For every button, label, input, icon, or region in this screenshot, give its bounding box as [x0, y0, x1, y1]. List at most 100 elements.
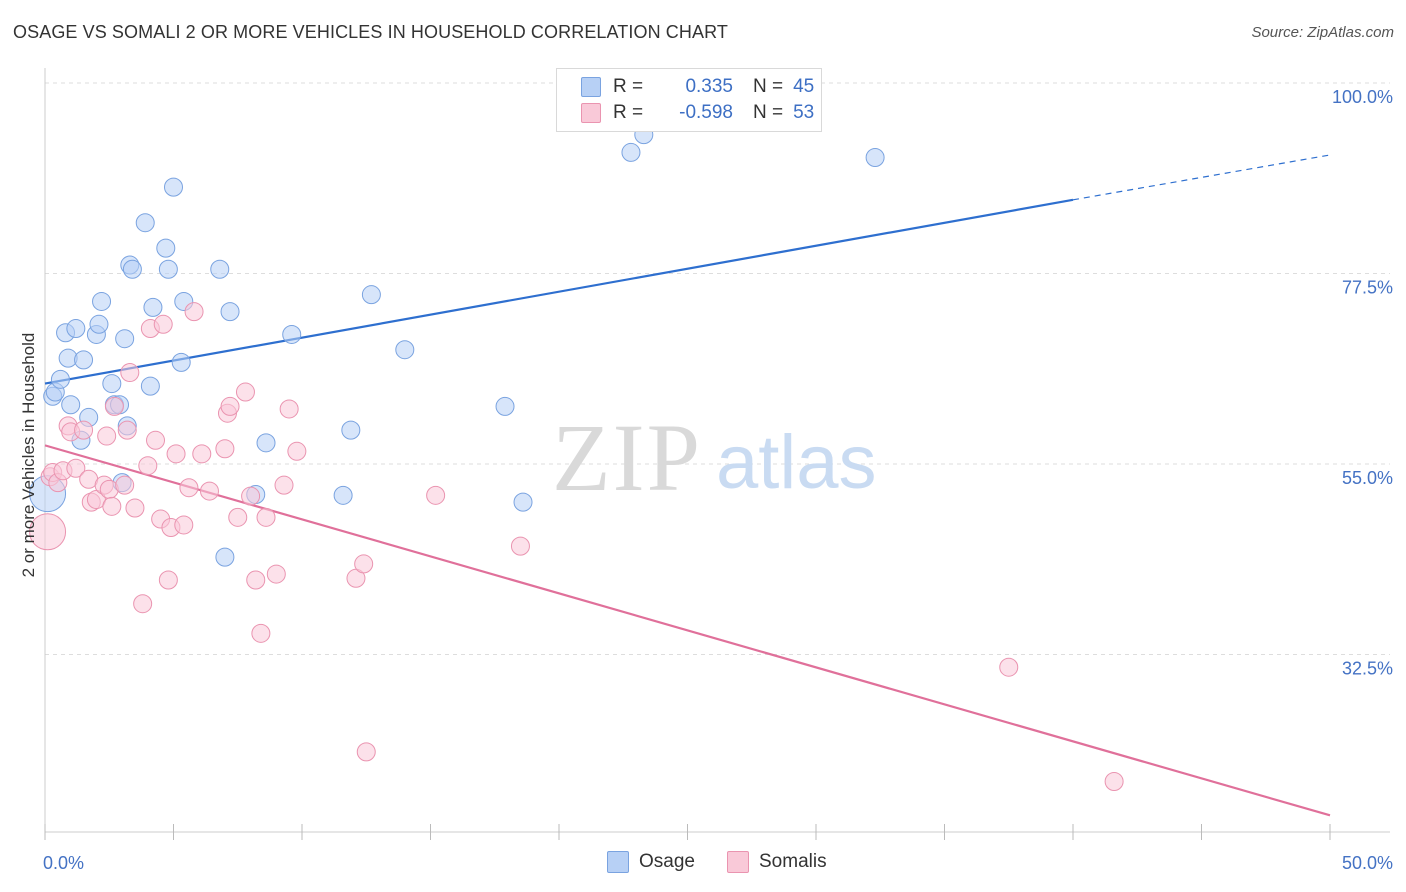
- point-osage: [395, 340, 415, 360]
- point-osage: [215, 547, 235, 567]
- watermark-atlas: atlas: [716, 420, 877, 505]
- point-somalis: [120, 363, 140, 383]
- point-somalis: [246, 570, 266, 590]
- point-somalis: [97, 426, 117, 446]
- point-osage: [220, 302, 240, 322]
- point-osage: [74, 350, 94, 370]
- trend-lines: [44, 154, 1331, 817]
- point-osage: [164, 177, 183, 197]
- legend-swatch-osage: [581, 77, 601, 97]
- point-somalis: [166, 444, 186, 464]
- x-tick-label: 50.0%: [1342, 853, 1393, 873]
- point-osage: [122, 259, 142, 279]
- watermark: ZIP atlas: [552, 404, 877, 511]
- point-osage: [135, 213, 155, 233]
- bottom-swatch-somalis: [727, 851, 749, 873]
- trend-line-osage: [44, 198, 1074, 385]
- point-somalis: [287, 441, 307, 461]
- point-somalis: [125, 498, 145, 518]
- bottom-legend-osage: Osage: [607, 851, 695, 873]
- y-tick-label: 32.5%: [1342, 659, 1393, 679]
- point-osage: [333, 485, 353, 505]
- legend-row-somalis: R = -0.598 N = 53: [581, 101, 814, 125]
- chart-title: OSAGE VS SOMALI 2 OR MORE VEHICLES IN HO…: [13, 22, 728, 42]
- point-somalis: [228, 507, 248, 527]
- watermark-zip: ZIP: [552, 404, 702, 511]
- point-somalis: [266, 564, 286, 584]
- point-somalis: [279, 399, 299, 419]
- bottom-legend-label-osage: Osage: [639, 851, 695, 872]
- point-somalis: [274, 475, 294, 495]
- legend-n-label: N =: [753, 102, 784, 123]
- y-tick-labels: 100.0% 77.5% 55.0% 32.5%: [1332, 87, 1393, 679]
- point-osage: [61, 395, 81, 415]
- point-osage: [156, 238, 176, 258]
- legend-r-label: R =: [613, 76, 644, 97]
- point-osage: [210, 259, 230, 279]
- point-osage: [143, 297, 163, 317]
- point-osage: [256, 433, 276, 453]
- point-osage: [140, 376, 160, 396]
- point-osage: [171, 352, 191, 372]
- point-somalis: [356, 742, 376, 762]
- point-somalis: [354, 554, 374, 574]
- point-osage: [115, 329, 135, 349]
- point-osage: [865, 148, 885, 168]
- point-osage: [341, 420, 361, 440]
- point-osage: [282, 324, 302, 344]
- point-somalis: [29, 513, 67, 551]
- point-somalis: [251, 623, 271, 643]
- y-axis-label: 2 or more Vehicles in Household: [19, 333, 38, 578]
- bottom-legend-somalis: Somalis: [727, 851, 827, 873]
- point-osage: [513, 492, 533, 512]
- legend-row-osage: R = 0.335 N = 45: [581, 75, 814, 99]
- legend-swatch-somalis: [581, 103, 601, 123]
- point-somalis: [117, 420, 137, 440]
- y-tick-label: 55.0%: [1342, 468, 1393, 488]
- legend-r-value: -0.598: [679, 102, 733, 123]
- x-tick-label: 0.0%: [43, 853, 84, 873]
- legend-n-value: 53: [793, 102, 815, 123]
- point-osage: [92, 291, 112, 311]
- point-somalis: [426, 485, 446, 505]
- point-somalis: [220, 396, 240, 416]
- point-somalis: [1104, 772, 1124, 791]
- correlation-legend: R = 0.335 N = 45 R = -0.598 N = 53: [556, 68, 822, 132]
- point-somalis: [158, 570, 178, 590]
- point-somalis: [235, 382, 255, 402]
- data-points: [29, 125, 1124, 791]
- point-osage: [89, 314, 109, 334]
- point-somalis: [510, 536, 530, 556]
- point-somalis: [104, 396, 124, 416]
- axes: [44, 68, 1390, 840]
- point-somalis: [184, 302, 204, 322]
- legend-n-label: N =: [753, 76, 784, 97]
- source-label: Source: ZipAtlas.com: [1251, 24, 1394, 41]
- point-somalis: [153, 314, 173, 334]
- point-osage: [102, 374, 122, 394]
- point-somalis: [174, 515, 194, 535]
- point-somalis: [999, 657, 1019, 677]
- point-somalis: [102, 496, 122, 516]
- point-osage: [50, 369, 70, 389]
- bottom-legend-label-somalis: Somalis: [759, 851, 827, 872]
- legend-r-label: R =: [613, 102, 644, 123]
- trend-line-dashed-osage: [1072, 154, 1331, 201]
- point-somalis: [146, 430, 166, 450]
- point-somalis: [199, 481, 219, 501]
- y-tick-label: 100.0%: [1332, 87, 1393, 107]
- point-somalis: [256, 507, 276, 527]
- point-somalis: [74, 420, 94, 440]
- point-somalis: [215, 439, 235, 459]
- trend-line-somalis: [44, 444, 1331, 817]
- point-somalis: [133, 594, 153, 614]
- x-tick-labels: 0.0% 50.0%: [43, 853, 1393, 873]
- point-somalis: [192, 444, 212, 464]
- legend-r-value: 0.335: [685, 76, 733, 97]
- gridlines: [45, 82, 1390, 655]
- point-osage: [66, 319, 86, 339]
- point-osage: [621, 142, 641, 162]
- point-somalis: [138, 456, 158, 476]
- bottom-swatch-osage: [607, 851, 629, 873]
